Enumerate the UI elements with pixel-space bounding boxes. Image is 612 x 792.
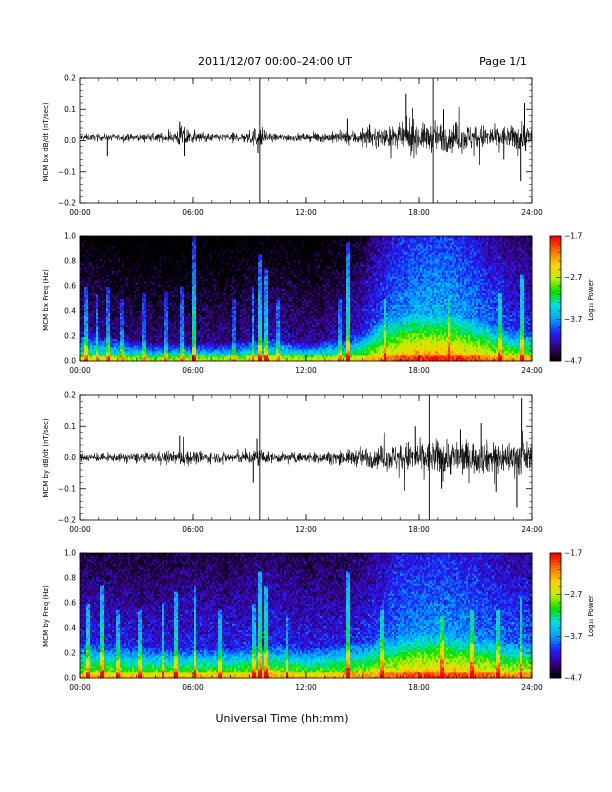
x-axis-title: Universal Time (hh:mm) (216, 712, 349, 725)
figure-title: 2011/12/07 00:00–24:00 UT (198, 55, 352, 68)
bx-dbdt-xtick-label: 00:00 (69, 208, 91, 217)
figure: 2011/12/07 00:00–24:00 UT Page 1/1 Unive… (0, 0, 612, 792)
bx-spectrogram-ylabel: MCM bx Freq (Hz) (42, 269, 50, 331)
bx-dbdt-ytick-label: 0.1 (64, 105, 76, 114)
bx-dbdt-ytick-label: −0.2 (58, 199, 76, 208)
bx-dbdt-xtick-label: 18:00 (408, 208, 430, 217)
bx-dbdt-xtick-label: 06:00 (182, 208, 204, 217)
bx-dbdt-xtick-label: 12:00 (295, 208, 317, 217)
bx-dbdt-ytick-label: −0.1 (58, 167, 76, 176)
bx-colorbar-label: Log₁₀ Power (587, 279, 595, 321)
bx-dbdt-trace (80, 107, 532, 165)
page-indicator: Page 1/1 (479, 55, 527, 68)
bx-spectrogram-panel: MCM bx Freq (Hz) Log₁₀ Power 00:00 06:00 1… (42, 232, 595, 376)
bx-dbdt-panel: MCM bx dB/dt (nT/sec) 00:00 06:00 12:00 18:… (42, 74, 543, 218)
bx-dbdt-xtick-label: 24:00 (521, 208, 543, 217)
bx-spectrogram-image (80, 236, 532, 361)
bx-dbdt-ytick-label: 0.0 (64, 136, 76, 145)
bx-dbdt-ylabel: MCM bx dB/dt (nT/sec) (42, 102, 50, 182)
bx-dbdt-ytick-label: 0.2 (64, 74, 76, 83)
